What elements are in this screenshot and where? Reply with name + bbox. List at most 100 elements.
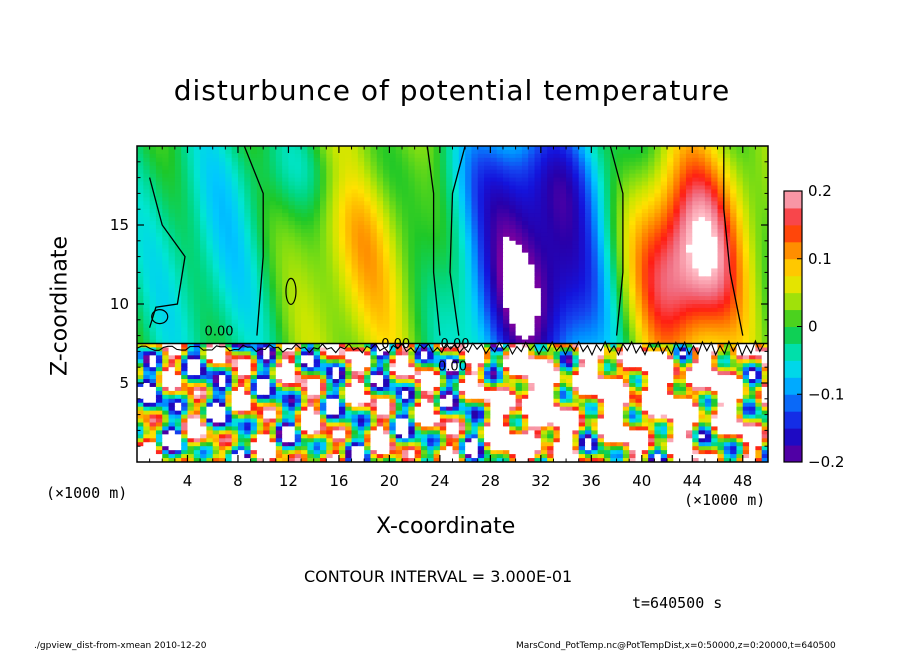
heatmap-cell bbox=[433, 244, 441, 250]
heatmap-cell bbox=[629, 169, 637, 175]
heatmap-cell bbox=[679, 252, 687, 258]
heatmap-cell bbox=[597, 288, 605, 293]
heatmap-cell bbox=[698, 236, 706, 242]
heatmap-cell bbox=[301, 177, 308, 183]
heatmap-cell bbox=[237, 323, 245, 329]
heatmap-cell bbox=[730, 205, 738, 210]
heatmap-cell bbox=[149, 146, 157, 151]
heatmap-cell bbox=[616, 149, 624, 155]
heatmap-cell bbox=[685, 315, 693, 321]
heatmap-cell bbox=[648, 272, 656, 277]
heatmap-cell bbox=[275, 225, 283, 230]
heatmap-cell bbox=[761, 157, 768, 163]
heatmap-cell bbox=[244, 177, 252, 183]
heatmap-cell bbox=[168, 197, 176, 202]
heatmap-cell bbox=[219, 300, 226, 305]
heatmap-cell bbox=[383, 181, 390, 187]
heatmap-cell bbox=[616, 193, 624, 198]
heatmap-cell bbox=[370, 304, 378, 309]
heatmap-cell bbox=[395, 327, 403, 333]
heatmap-cell bbox=[408, 300, 416, 305]
heatmap-cell bbox=[654, 244, 662, 250]
heatmap-cell bbox=[206, 221, 214, 226]
heatmap-cell bbox=[219, 232, 226, 238]
heatmap-cell bbox=[648, 296, 656, 301]
heatmap-cell bbox=[521, 248, 529, 254]
heatmap-cell bbox=[427, 221, 435, 226]
heatmap-cell bbox=[471, 149, 479, 155]
heatmap-cell bbox=[521, 268, 529, 273]
heatmap-cell bbox=[736, 193, 744, 198]
heatmap-cell bbox=[471, 189, 479, 194]
heatmap-cell bbox=[181, 169, 189, 175]
heatmap-cell bbox=[629, 217, 637, 222]
heatmap-cell bbox=[414, 296, 422, 301]
heatmap-cell bbox=[439, 292, 447, 297]
heatmap-cell bbox=[244, 161, 252, 167]
heatmap-cell bbox=[685, 323, 693, 329]
heatmap-cell bbox=[231, 209, 239, 214]
heatmap-cell bbox=[673, 292, 681, 297]
heatmap-cell bbox=[509, 228, 517, 234]
heatmap-cell bbox=[294, 331, 302, 337]
heatmap-cell bbox=[679, 335, 687, 341]
heatmap-cell bbox=[301, 153, 308, 159]
heatmap-cell bbox=[231, 225, 239, 230]
heatmap-cell bbox=[679, 197, 687, 202]
heatmap-cell bbox=[679, 181, 687, 187]
heatmap-cell bbox=[761, 193, 768, 198]
heatmap-cell bbox=[540, 225, 548, 230]
heatmap-cell bbox=[477, 146, 485, 151]
heatmap-cell bbox=[174, 268, 182, 273]
heatmap-cell bbox=[648, 185, 656, 191]
heatmap-cell bbox=[250, 209, 258, 214]
heatmap-cell bbox=[698, 217, 706, 222]
heatmap-cell bbox=[244, 240, 252, 246]
heatmap-cell bbox=[231, 236, 239, 242]
heatmap-cell bbox=[370, 225, 378, 230]
heatmap-cell bbox=[572, 300, 580, 305]
heatmap-cell bbox=[578, 193, 586, 198]
heatmap-cell bbox=[635, 327, 643, 333]
heatmap-cell bbox=[439, 201, 447, 206]
heatmap-cell bbox=[395, 300, 403, 305]
heatmap-cell bbox=[641, 193, 649, 198]
heatmap-cell bbox=[301, 205, 308, 210]
heatmap-cell bbox=[509, 288, 517, 293]
heatmap-cell bbox=[155, 264, 163, 270]
heatmap-cell bbox=[452, 248, 460, 254]
heatmap-cell bbox=[282, 304, 290, 309]
heatmap-cell bbox=[648, 311, 656, 317]
heatmap-cell bbox=[616, 256, 624, 262]
heatmap-cell bbox=[509, 201, 517, 206]
heatmap-cell bbox=[685, 205, 693, 210]
heatmap-cell bbox=[256, 217, 264, 222]
heatmap-cell bbox=[755, 300, 763, 305]
heatmap-cell bbox=[559, 146, 567, 151]
heatmap-cell bbox=[181, 225, 189, 230]
heatmap-cell bbox=[521, 276, 529, 281]
heatmap-cell bbox=[420, 335, 428, 341]
heatmap-cell bbox=[572, 185, 580, 191]
heatmap-cell bbox=[244, 288, 252, 293]
heatmap-cell bbox=[465, 268, 473, 273]
heatmap-cell bbox=[389, 225, 397, 230]
heatmap-cell bbox=[332, 153, 340, 159]
heatmap-cell bbox=[591, 217, 599, 222]
heatmap-cell bbox=[547, 146, 555, 151]
heatmap-cell bbox=[711, 221, 719, 226]
heatmap-cell bbox=[465, 185, 473, 191]
heatmap-cell bbox=[528, 319, 536, 325]
heatmap-cell bbox=[603, 339, 611, 345]
heatmap-cell bbox=[572, 292, 580, 297]
heatmap-cell bbox=[692, 181, 700, 187]
heatmap-cell bbox=[187, 153, 195, 159]
heatmap-cell bbox=[326, 201, 334, 206]
heatmap-cell bbox=[155, 300, 163, 305]
heatmap-cell bbox=[376, 244, 384, 250]
heatmap-cell bbox=[263, 256, 271, 262]
heatmap-cell bbox=[484, 276, 491, 281]
heatmap-cell bbox=[338, 300, 346, 305]
heatmap-cell bbox=[667, 307, 674, 313]
heatmap-cell bbox=[332, 213, 340, 218]
